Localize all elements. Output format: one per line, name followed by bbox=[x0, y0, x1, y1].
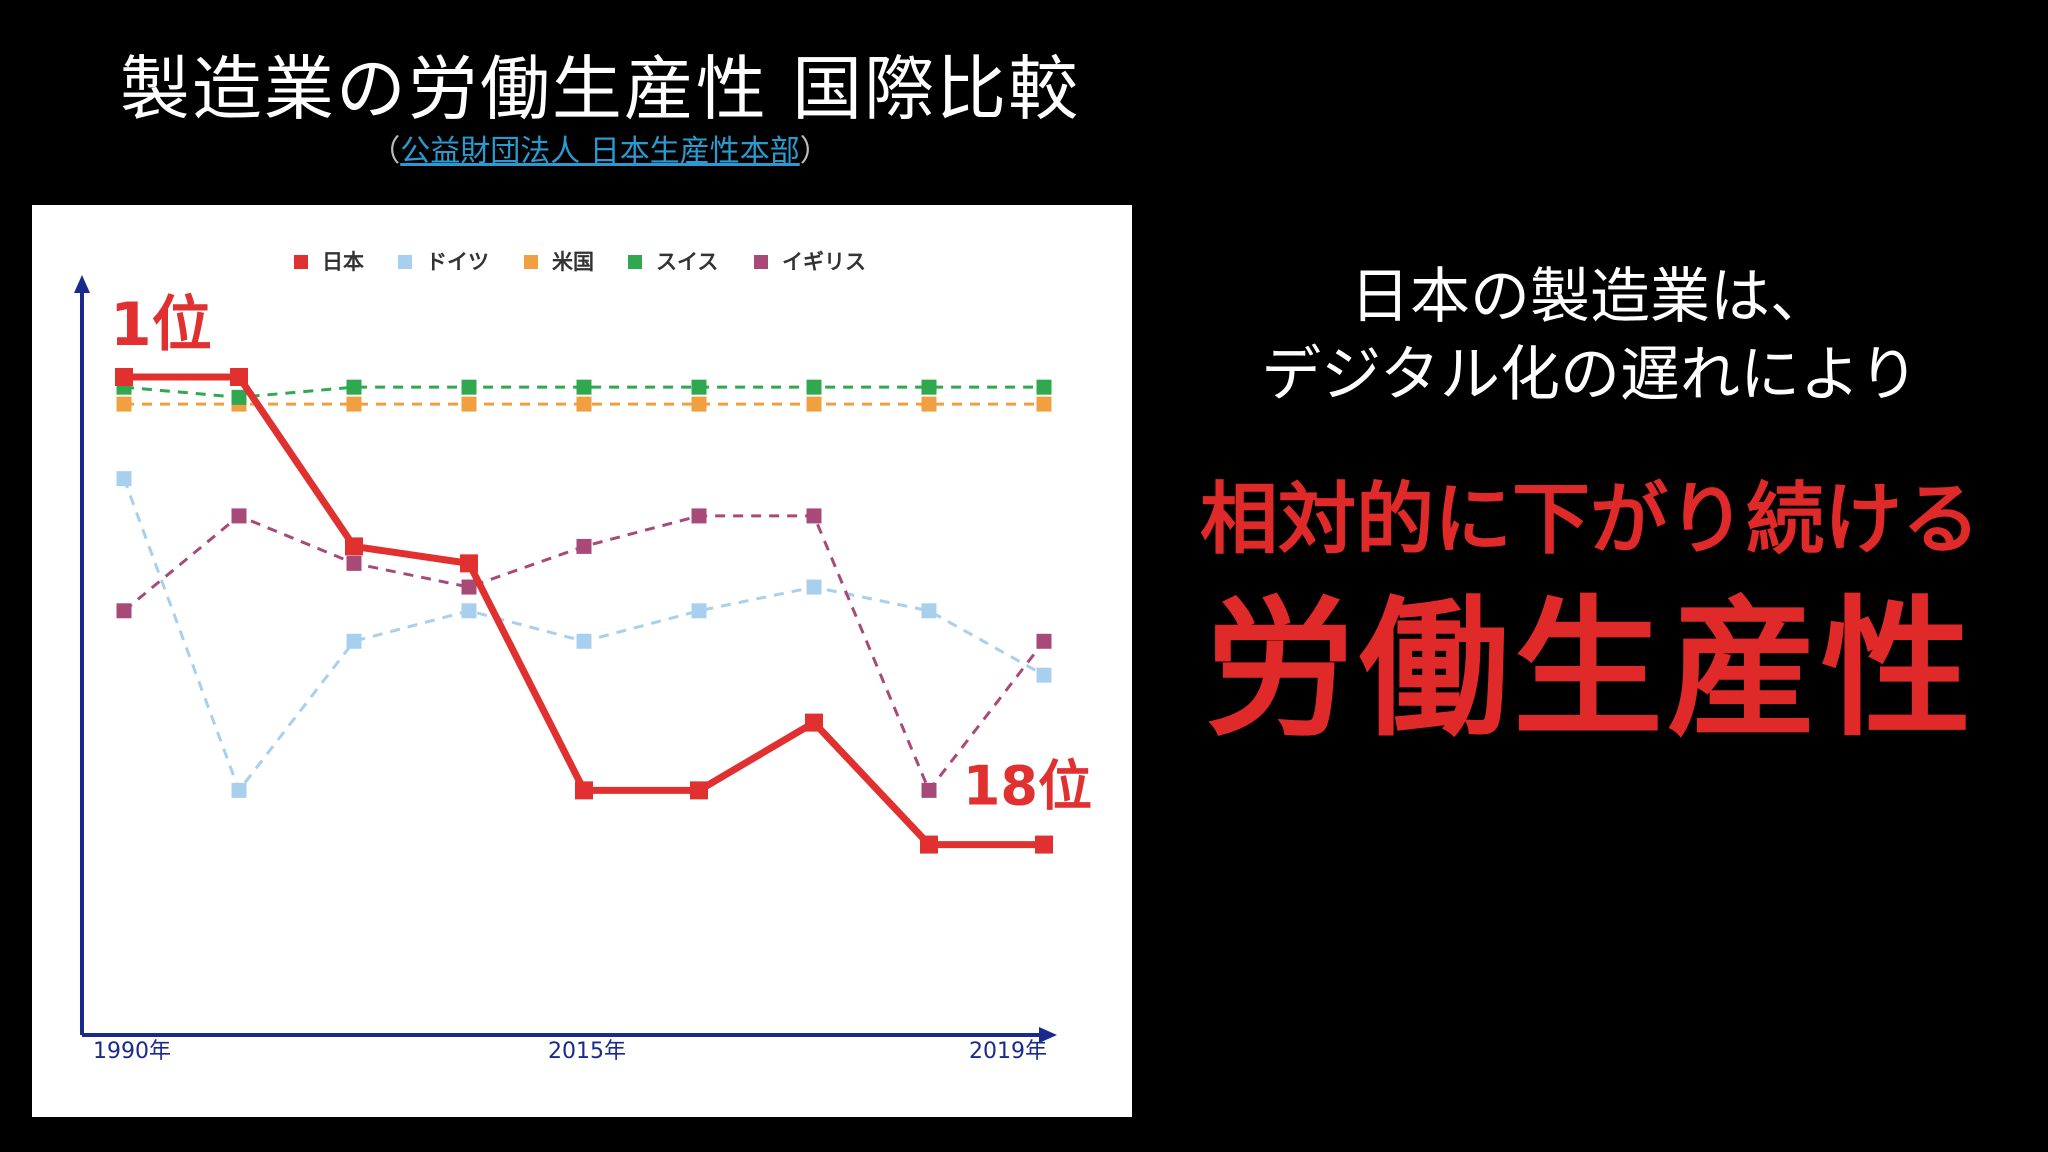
data-point-usa bbox=[576, 396, 592, 412]
legend-label: 日本 bbox=[322, 250, 364, 274]
rank-annotation-first: 1位 bbox=[110, 290, 212, 360]
lead-line-2: デジタル化の遅れにより bbox=[1261, 340, 1919, 410]
lead-line-1: 日本の製造業は、 bbox=[1350, 262, 1830, 332]
data-point-switzerland bbox=[576, 379, 592, 395]
data-point-usa bbox=[921, 396, 937, 412]
legend-label: ドイツ bbox=[426, 250, 489, 274]
data-point-germany bbox=[231, 782, 247, 798]
legend-swatch bbox=[524, 255, 538, 269]
data-point-japan bbox=[805, 713, 823, 732]
x-axis-arrowhead bbox=[1039, 1027, 1057, 1043]
data-point-uk bbox=[231, 508, 247, 524]
lead-text: 日本の製造業は、 デジタル化の遅れにより bbox=[1200, 258, 1980, 414]
data-point-usa bbox=[346, 396, 362, 412]
legend-swatch bbox=[754, 255, 768, 269]
data-point-uk bbox=[346, 555, 362, 571]
data-point-usa bbox=[691, 396, 707, 412]
legend-label: スイス bbox=[656, 250, 718, 274]
data-point-germany bbox=[806, 579, 822, 595]
productivity-line-chart: 1990年 2015年 2019年 日本 ドイツ 米国 スイス イギリス 1位 18位 bbox=[74, 250, 1092, 1064]
data-point-usa bbox=[116, 396, 132, 412]
data-point-uk bbox=[806, 508, 822, 524]
data-point-germany bbox=[461, 603, 477, 619]
data-point-uk bbox=[1036, 633, 1052, 649]
series-line-switzerland bbox=[123, 385, 1044, 399]
data-point-japan bbox=[230, 368, 248, 386]
data-point-uk bbox=[691, 508, 707, 524]
source-open-paren: （ bbox=[370, 134, 401, 169]
series-line-uk bbox=[123, 514, 1046, 794]
emphasis-line-2: 労働生産性 bbox=[1204, 583, 1975, 757]
data-point-japan bbox=[1035, 835, 1053, 854]
data-point-japan bbox=[460, 554, 478, 573]
data-point-switzerland bbox=[691, 379, 707, 395]
data-point-uk bbox=[921, 782, 937, 798]
data-point-usa bbox=[461, 396, 477, 412]
x-tick-label: 1990年 bbox=[93, 1039, 171, 1064]
source-close-paren: ） bbox=[799, 134, 830, 169]
legend-label: イギリス bbox=[782, 250, 866, 274]
data-point-germany bbox=[576, 633, 592, 649]
data-point-usa bbox=[1036, 396, 1052, 412]
legend-swatch bbox=[398, 255, 412, 269]
emphasis-line-1: 相対的に下がり続ける bbox=[1200, 475, 1981, 565]
source-link[interactable]: 公益財団法人 日本生産性本部 bbox=[400, 134, 800, 169]
data-point-switzerland bbox=[921, 379, 937, 395]
legend-swatch bbox=[294, 255, 308, 269]
data-point-germany bbox=[691, 603, 707, 619]
data-point-japan bbox=[345, 537, 363, 556]
data-point-japan bbox=[115, 368, 133, 386]
data-point-germany bbox=[1036, 667, 1052, 683]
data-point-uk bbox=[576, 538, 592, 554]
legend-label: 米国 bbox=[552, 250, 594, 274]
x-tick-label: 2019年 bbox=[969, 1039, 1047, 1064]
rank-annotation-last: 18位 bbox=[963, 755, 1092, 818]
slide-title: 製造業の労働生産性 国際比較 bbox=[119, 48, 1081, 130]
data-point-germany bbox=[921, 603, 937, 619]
x-tick-label: 2015年 bbox=[548, 1039, 626, 1064]
data-point-japan bbox=[575, 781, 593, 800]
y-axis-arrowhead bbox=[74, 275, 90, 293]
chart-panel: 1990年 2015年 2019年 日本 ドイツ 米国 スイス イギリス 1位 18位 bbox=[32, 205, 1132, 1117]
legend-swatch bbox=[628, 255, 642, 269]
data-point-switzerland bbox=[346, 379, 362, 395]
data-point-japan bbox=[920, 835, 938, 854]
data-point-usa bbox=[806, 396, 822, 412]
source-citation: （公益財団法人 日本生産性本部） bbox=[40, 132, 1160, 172]
data-point-switzerland bbox=[461, 379, 477, 395]
data-point-germany bbox=[346, 633, 362, 649]
data-point-uk bbox=[461, 579, 477, 595]
series-line-japan bbox=[124, 373, 1044, 849]
data-point-japan bbox=[690, 781, 708, 800]
data-point-switzerland bbox=[231, 389, 247, 405]
data-point-switzerland bbox=[806, 379, 822, 395]
data-point-switzerland bbox=[1036, 379, 1052, 395]
data-point-uk bbox=[116, 603, 132, 619]
data-point-germany bbox=[116, 471, 132, 487]
